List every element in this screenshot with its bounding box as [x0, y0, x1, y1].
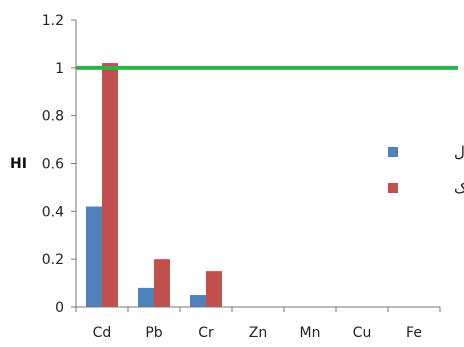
x-tick-label: Cd: [93, 325, 112, 341]
bar-series: [86, 63, 222, 307]
legend-label: بزرگسال: [454, 143, 464, 161]
y-tick-label: 1: [55, 61, 64, 77]
y-tick-label: 1.2: [42, 13, 64, 29]
x-axis-ticks: Cd Pb Cr Zn Mn Cu Fe: [93, 325, 422, 341]
bar-cd-series-2: [102, 63, 118, 307]
legend: بزرگسال کودک: [388, 143, 464, 197]
y-axis-label: HI: [10, 156, 27, 172]
bar-pb-series-1: [138, 287, 154, 307]
x-tick-label: Fe: [406, 325, 422, 341]
x-tick-label: Cr: [198, 325, 214, 341]
legend-swatch: [388, 183, 398, 193]
y-tick-label: 0.6: [42, 157, 64, 173]
bar-pb-series-2: [154, 259, 170, 307]
bar-cr-series-1: [190, 295, 206, 307]
x-tick-label: Cu: [353, 325, 372, 341]
y-tick-label: 0.2: [42, 252, 64, 268]
x-tick-label: Pb: [145, 325, 162, 341]
axes: [71, 19, 441, 312]
y-axis-ticks: 0 0.2 0.4 0.6 0.8 1 1.2: [42, 13, 64, 316]
bar-cd-series-1: [86, 206, 102, 307]
y-tick-label: 0.4: [42, 204, 64, 220]
y-tick-label: 0: [55, 300, 64, 316]
legend-label: کودک: [454, 179, 464, 197]
y-tick-label: 0.8: [42, 109, 64, 125]
x-tick-label: Zn: [249, 325, 267, 341]
legend-swatch: [388, 147, 398, 157]
x-tick-label: Mn: [300, 325, 321, 341]
bar-cr-series-2: [206, 271, 222, 307]
